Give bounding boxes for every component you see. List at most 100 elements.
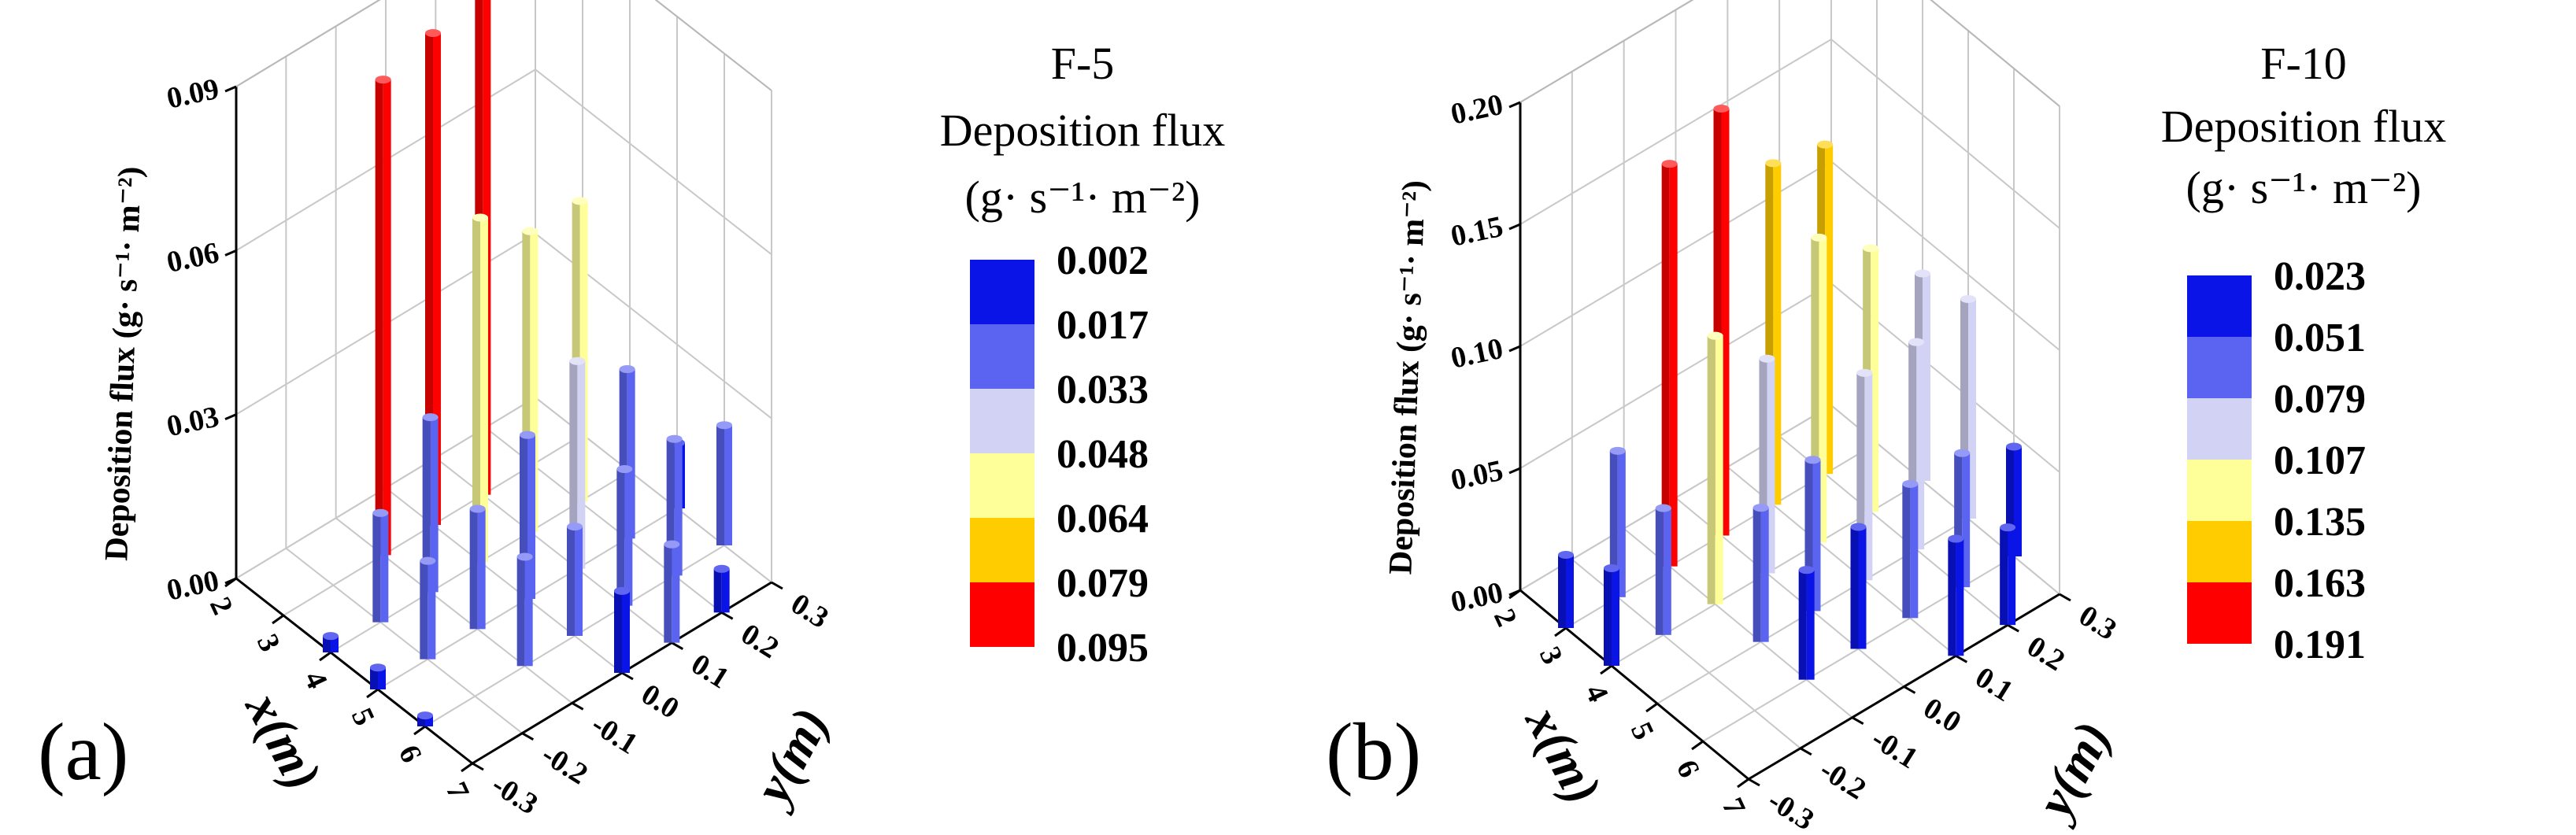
grid-line (535, 68, 772, 256)
y-tick (720, 611, 734, 620)
legend-level-label: 0.107 (2274, 438, 2366, 483)
x-tick (1600, 664, 1612, 675)
x-tick (1508, 589, 1521, 600)
bar (516, 552, 533, 667)
bar (370, 663, 386, 689)
legend-swatch (2187, 582, 2252, 644)
bar (520, 430, 535, 599)
bar (619, 365, 635, 539)
x-tick (1554, 626, 1567, 637)
y-tick-label: 0.1 (1970, 660, 2019, 708)
legend-level-label: 0.051 (2274, 316, 2366, 360)
y-tick-label: 0.1 (686, 648, 735, 696)
bar-face-right (383, 79, 391, 556)
legend-title-line: F-10 (2260, 38, 2347, 89)
x-tick-label: 4 (298, 666, 334, 693)
bar (569, 357, 586, 569)
bar (1609, 446, 1626, 597)
bar (616, 465, 633, 606)
y-axis-title: y(m) (741, 699, 840, 817)
bar-face-left (2000, 527, 2008, 626)
y-tick (2007, 623, 2019, 633)
y-tick (771, 581, 783, 590)
bar-top (417, 711, 433, 720)
z-tick (224, 249, 237, 257)
bar-face-left (1765, 163, 1774, 505)
bar-top (372, 508, 389, 517)
y-tick (671, 641, 684, 650)
bar-face-right (1923, 273, 1930, 481)
bar-top (567, 523, 583, 531)
x-tick-label: 3 (1533, 641, 1569, 669)
x-tick (272, 614, 284, 625)
bar-face-left (372, 512, 381, 623)
bar-face-left (1558, 555, 1566, 628)
x-tick-label: 5 (1624, 717, 1660, 744)
legend-level-label: 0.163 (2274, 561, 2366, 606)
bar (1655, 504, 1671, 635)
box-edge (654, 0, 772, 91)
bar-face-left (616, 469, 625, 606)
bar-face-left (323, 636, 331, 652)
legend-level-label: 0.048 (1057, 432, 1149, 477)
bar-face-left (1713, 109, 1722, 536)
x-tick (413, 725, 426, 736)
bar-top (1655, 504, 1671, 512)
bar-top (1713, 105, 1730, 113)
bar-face-right (427, 560, 436, 660)
bar-face-right (1760, 508, 1769, 642)
bar-top (1948, 534, 1964, 543)
bar-face-left (1752, 508, 1761, 642)
legend-swatch (970, 260, 1034, 324)
legend-swatch (970, 582, 1034, 647)
x-tick (224, 577, 237, 588)
bar (716, 421, 732, 545)
bar-top (1707, 331, 1723, 340)
bar-face-left (716, 425, 724, 545)
legend-swatch (970, 518, 1034, 582)
z-tick (1508, 101, 1521, 109)
bar (1798, 566, 1815, 680)
bar-face-left (1804, 460, 1813, 611)
bar-face-right (1715, 335, 1723, 604)
z-axis-title: Deposition flux (g· s⁻¹· m⁻²) (98, 166, 148, 562)
bar-face-left (1902, 483, 1911, 619)
bar-top (2000, 523, 2016, 532)
bar-top (1811, 233, 1827, 242)
legend-title-line: Deposition flux (2161, 101, 2446, 152)
bar-face-right (1916, 342, 1925, 550)
legend-swatch (2187, 337, 2252, 398)
bar-face-right (724, 425, 732, 545)
bar (1604, 564, 1619, 666)
x-axis-title: x(m) (1514, 696, 1612, 813)
legend-swatch (2187, 460, 2252, 521)
bar-top (614, 586, 630, 595)
bar (422, 413, 439, 593)
bar (1948, 534, 1964, 656)
bar-face-left (713, 568, 722, 613)
bar-top (1902, 479, 1919, 488)
bar (1661, 160, 1678, 567)
x-tick-label: 3 (250, 629, 287, 656)
y-tick (571, 702, 584, 711)
bar-face-right (624, 469, 633, 606)
bar-face-right (1566, 555, 1574, 628)
panel-label: (b) (1326, 707, 1421, 797)
bar-top (1817, 140, 1834, 149)
x-tick-label: 5 (345, 703, 381, 730)
bar-top (1954, 449, 1971, 457)
bar-face-left (1856, 372, 1865, 581)
legend-level-label: 0.002 (1057, 238, 1149, 283)
bar-face-left (1655, 508, 1664, 635)
bar (713, 564, 730, 613)
bar-top (1850, 523, 1867, 531)
legend-swatch (2187, 398, 2252, 460)
z-tick-label: 0.03 (164, 400, 222, 443)
bar-face-left (1811, 237, 1819, 543)
bar-face-right (527, 434, 535, 599)
bar-top (1960, 295, 1976, 303)
bar (417, 711, 433, 726)
z-tick-label: 0.09 (164, 72, 222, 116)
y-tick (1955, 655, 1968, 663)
bar (469, 504, 486, 630)
